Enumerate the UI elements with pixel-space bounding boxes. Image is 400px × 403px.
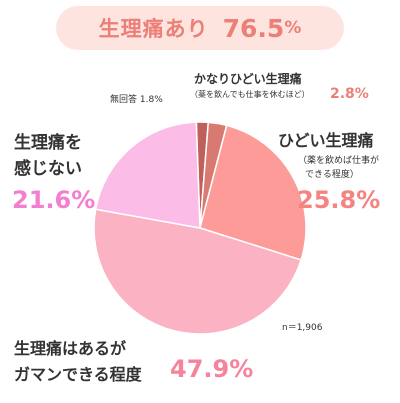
label-bad-note1: （薬を飲めば仕事が xyxy=(298,156,380,166)
value-bearable: 47.9% xyxy=(170,355,254,383)
label-bearable-1: 生理痛はあるが xyxy=(14,339,127,358)
label-none-2: 感じない xyxy=(14,159,82,179)
label-severe-note: （薬を飲んでも仕事を休むほど） xyxy=(190,90,310,99)
label-severe: かなりひどい生理痛 xyxy=(194,72,302,86)
header-label: 生理痛あり xyxy=(98,17,209,41)
pie-slice-none xyxy=(94,121,201,229)
label-unanswered-text: 無回答 xyxy=(110,95,138,105)
pie-slice-bad xyxy=(199,124,307,261)
sample-size: n＝1,906 xyxy=(282,323,323,333)
label-bearable-2: ガマンできる程度 xyxy=(14,365,142,384)
value-severe: 2.8% xyxy=(330,86,369,102)
label-bad: ひどい生理痛 xyxy=(278,131,374,150)
value-bad: 25.8% xyxy=(297,186,381,214)
header-value: 76.5 xyxy=(222,13,285,43)
header-pill: 生理痛あり 76.5 % xyxy=(56,6,344,50)
label-unanswered: 無回答 1.8% xyxy=(110,92,163,105)
label-none-1: 生理痛を xyxy=(14,133,82,153)
header-unit: % xyxy=(284,18,302,38)
value-none: 21.6% xyxy=(12,186,96,214)
label-bad-note2: できる程度） xyxy=(305,170,359,180)
label-unanswered-value: 1.8% xyxy=(139,95,163,105)
pie-slice-bearable xyxy=(93,208,303,335)
